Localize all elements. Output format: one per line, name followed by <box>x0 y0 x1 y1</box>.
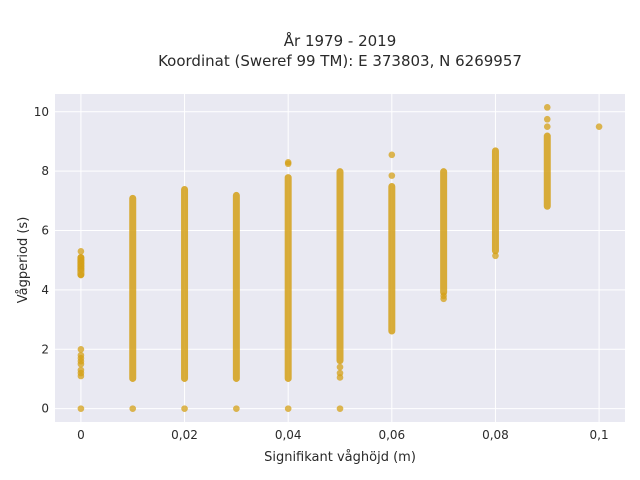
y-tick-label: 8 <box>41 164 49 178</box>
x-axis-title: Signifikant våghöjd (m) <box>264 450 416 465</box>
data-point <box>388 172 396 179</box>
data-point <box>129 405 137 412</box>
data-point <box>595 123 603 130</box>
data-point <box>336 405 344 412</box>
data-point <box>492 252 499 260</box>
data-point-cluster <box>543 132 551 210</box>
chart-subtitle: Koordinat (Sweref 99 TM): E 373803, N 62… <box>158 52 522 70</box>
y-axis-title: Vågperiod (s) <box>16 217 31 304</box>
data-point-cluster <box>129 194 137 382</box>
data-point <box>543 104 551 111</box>
x-tick-label: 0,04 <box>275 428 302 442</box>
y-tick-label: 2 <box>41 342 49 356</box>
data-point-cluster <box>284 174 292 382</box>
data-point-cluster <box>232 191 240 382</box>
data-point <box>284 158 292 166</box>
data-point <box>233 405 240 412</box>
chart-title: År 1979 - 2019 <box>284 31 397 50</box>
data-point-cluster <box>440 168 448 296</box>
data-point <box>77 366 85 374</box>
data-point <box>77 253 85 261</box>
data-point-cluster <box>336 168 344 365</box>
data-point-cluster <box>491 147 499 255</box>
x-tick-label: 0,02 <box>171 428 198 442</box>
data-point-cluster <box>181 185 189 382</box>
data-points <box>77 104 603 412</box>
y-tick-label: 6 <box>41 224 49 238</box>
data-point <box>388 151 396 159</box>
x-tick-label: 0 <box>77 428 85 442</box>
data-point <box>181 405 188 412</box>
x-tick-label: 0,06 <box>378 428 405 442</box>
data-point <box>284 405 292 412</box>
data-point <box>336 369 344 377</box>
data-point <box>77 351 85 359</box>
x-tick-label: 0,1 <box>590 428 609 442</box>
data-point <box>336 363 344 371</box>
data-point <box>543 123 551 130</box>
data-point <box>77 345 85 353</box>
y-tick-label: 10 <box>34 105 49 119</box>
data-point <box>440 292 447 300</box>
y-tick-label: 4 <box>41 283 49 297</box>
data-point <box>77 405 85 412</box>
tick-labels: 0 0,02 0,04 0,06 0,08 0,1 0 2 4 6 8 10 <box>34 105 609 442</box>
y-tick-label: 0 <box>41 402 49 416</box>
data-point-cluster <box>388 183 396 335</box>
x-tick-label: 0,08 <box>482 428 509 442</box>
data-point <box>543 115 551 123</box>
data-point <box>77 271 85 279</box>
data-point <box>77 248 85 255</box>
